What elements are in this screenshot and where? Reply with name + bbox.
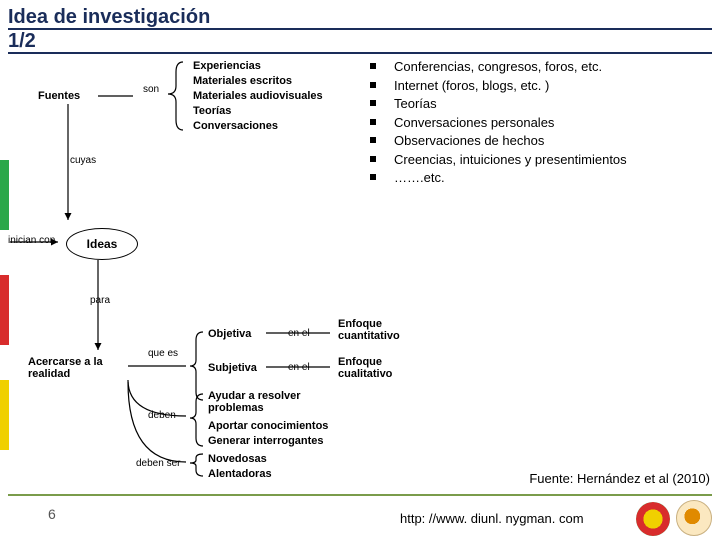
diagram-node-teorias: Teorías [193, 105, 231, 117]
diagram-node-enfcual: Enfoquecualitativo [338, 356, 392, 380]
diagram-node-debenser: deben ser [136, 458, 180, 469]
slide-title: Idea de investigación [8, 6, 210, 29]
logo-right-icon [676, 500, 712, 536]
diagram-node-ideas: Ideas [66, 228, 138, 260]
diagram-node-conversaciones: Conversaciones [193, 120, 278, 132]
diagram-node-subjetiva: Subjetiva [208, 362, 257, 374]
diagram-node-cuyas: cuyas [70, 155, 96, 166]
diagram-node-aportar: Aportar conocimientos [208, 420, 328, 432]
diagram-node-fuentes: Fuentes [38, 90, 80, 102]
diagram-node-ayudar: Ayudar a resolverproblemas [208, 390, 301, 414]
diagram-node-generar: Generar interrogantes [208, 435, 324, 447]
footer-url: http: //www. diunl. nygman. com [400, 511, 584, 526]
diagram-node-enfcuant: Enfoquecuantitativo [338, 318, 400, 342]
title-rule-1 [8, 28, 712, 30]
diagram-node-enel2: en el [288, 362, 310, 373]
diagram-node-para: para [90, 295, 110, 306]
source-citation: Fuente: Hernández et al (2010) [529, 471, 710, 486]
slide-subtitle: 1/2 [8, 30, 36, 53]
title-rule-2 [8, 52, 712, 54]
concept-diagram: Fuentes Experiencias Materiales escritos Ma… [8, 60, 448, 472]
logo-left-icon [636, 502, 670, 536]
footer-rule [8, 494, 712, 496]
diagram-node-experiencias: Experiencias [193, 60, 261, 72]
diagram-node-materialesav: Materiales audiovisuales [193, 90, 323, 102]
slide: Idea de investigación 1/2 Conferencias, … [0, 0, 720, 540]
diagram-node-novedosas: Novedosas [208, 453, 267, 465]
diagram-node-alentadoras: Alentadoras [208, 468, 272, 480]
diagram-node-enel1: en el [288, 328, 310, 339]
diagram-node-objetiva: Objetiva [208, 328, 251, 340]
diagram-node-deben: deben [148, 410, 176, 421]
diagram-node-son: son [143, 84, 159, 95]
diagram-node-quees: que es [148, 348, 178, 359]
diagram-node-acercarse: Acercarse a larealidad [28, 356, 103, 380]
diagram-node-iniciancon: inician con [8, 235, 55, 246]
page-number: 6 [48, 506, 56, 522]
diagram-node-materialesesc: Materiales escritos [193, 75, 292, 87]
